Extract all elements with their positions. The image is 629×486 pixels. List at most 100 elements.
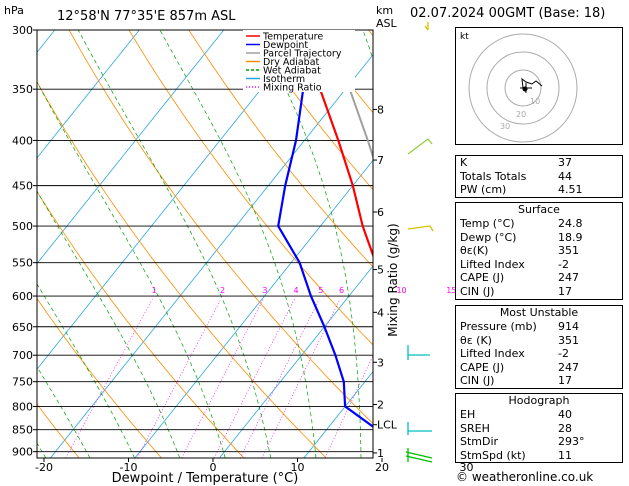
pressure-tick-label: 650 xyxy=(12,321,33,334)
isotherm-line xyxy=(219,265,373,458)
legend-entry: Dewpoint xyxy=(263,40,308,51)
background-lines xyxy=(0,30,373,458)
surface-title: Surface xyxy=(518,203,560,216)
mixing-ratio-line xyxy=(136,299,222,458)
pressure-tick-label: 450 xyxy=(12,180,33,193)
hpa-label: hPa xyxy=(4,4,24,17)
hodograph-unit: kt xyxy=(460,32,469,42)
hodograph-table-box: Hodograph EH 40 SREH 28 StmDir 293° StmSpd … xyxy=(455,393,623,464)
mixing-ratio-line xyxy=(324,354,373,458)
mixing-ratio-line xyxy=(239,299,320,458)
most-unstable-row: θε (K) 351 xyxy=(460,333,579,347)
surface-row: Lifted Index -2 xyxy=(460,257,569,271)
hodograph-trace xyxy=(521,77,543,89)
mixing-ratio-label: 2 xyxy=(220,286,225,295)
isotherm-line xyxy=(134,159,373,458)
wind-barbs xyxy=(405,22,434,463)
dry-adiabat-line xyxy=(37,403,80,458)
index-row-totals: Totals Totals 44 xyxy=(460,169,572,183)
surface-box: Surface Temp (°C) 24.8 Dewp (°C) 18.9 θε(K… xyxy=(455,202,623,300)
hodograph-chart: kt 10 20 30 xyxy=(460,32,578,143)
dry-adiabat-line xyxy=(188,30,373,268)
isotherm-line xyxy=(37,30,225,265)
height-tick-label: 3 xyxy=(377,356,384,369)
wind-barb xyxy=(424,22,429,31)
wind-barb xyxy=(407,345,430,360)
height-axis: 8 7 6 5 4 3 2 LCL 1 xyxy=(373,103,398,460)
location-title: 12°58'N 77°35'E 857m ASL xyxy=(57,9,236,24)
hodograph-row: SREH 28 xyxy=(460,421,572,435)
legend-entry: Temperature xyxy=(262,32,323,43)
credit-text: © weatheronline.co.uk xyxy=(456,470,594,484)
wet-adiabat-line xyxy=(256,30,362,458)
pressure-tick-label: 400 xyxy=(12,134,33,147)
dry-adiabat-line xyxy=(37,190,245,458)
most-unstable-title: Most Unstable xyxy=(499,306,579,319)
height-tick-label: 5 xyxy=(377,264,384,277)
mixing-ratio-line xyxy=(261,299,341,458)
dry-adiabat-line xyxy=(68,30,373,425)
index-row-k: K 37 xyxy=(460,156,572,169)
dry-adiabat-line xyxy=(37,81,327,458)
pressure-tick-label: 900 xyxy=(12,446,33,459)
surface-row: CIN (J) 17 xyxy=(460,284,572,298)
hodograph-ring-30 xyxy=(468,33,578,143)
mixing-ratio-label: 4 xyxy=(294,286,299,295)
legend-entry: Wet Adiabat xyxy=(263,66,321,77)
hodograph-row: EH 40 xyxy=(460,408,572,421)
plot-frame xyxy=(36,29,374,459)
legend-bg xyxy=(243,30,355,92)
height-tick-label: 7 xyxy=(377,154,384,167)
mixing-ratio-axis-title: Mixing Ratio (g/kg) xyxy=(386,223,400,336)
wind-barb xyxy=(407,138,433,155)
wet-adiabat-line xyxy=(37,366,91,458)
pressure-tick-label: 500 xyxy=(12,220,33,233)
most-unstable-row: Pressure (mb) 914 xyxy=(460,320,579,333)
height-tick-label: 2 xyxy=(377,399,384,412)
surface-row: Temp (°C) 24.8 xyxy=(460,217,583,230)
temperature-tick-label: -10 xyxy=(120,461,138,474)
mixing-ratio-label: 10 xyxy=(396,286,406,295)
dewpoint-profile xyxy=(277,72,373,429)
isotherm-line xyxy=(50,54,373,458)
wet-adiabat-line xyxy=(0,30,2,458)
height-tick-label: 6 xyxy=(377,206,384,219)
legend-entry: Isotherm xyxy=(263,74,305,85)
mixing-ratio-label: 3 xyxy=(262,286,267,295)
isotherm-line xyxy=(37,30,140,159)
pressure-tick-label: 850 xyxy=(12,424,33,437)
mixing-ratio-line xyxy=(65,299,153,458)
wind-barb xyxy=(407,225,434,232)
dry-adiabat-line xyxy=(248,30,373,191)
wet-adiabat-line xyxy=(37,81,226,458)
wind-barb xyxy=(407,422,432,435)
pressure-tick-label: 700 xyxy=(12,349,33,362)
height-tick-label: LCL xyxy=(377,419,398,432)
pressure-tick-label: 300 xyxy=(12,24,33,37)
dry-adiabat-line xyxy=(128,30,373,346)
isotherm-line xyxy=(37,30,309,370)
indices-box: K 37 Totals Totals 44 PW (cm) 4.51 xyxy=(455,155,623,198)
hodograph-storm-marker xyxy=(522,86,528,92)
wind-barb xyxy=(405,448,433,463)
hodograph-row: StmSpd (kt) 11 xyxy=(460,448,572,462)
pressure-tick-label: 750 xyxy=(12,376,33,389)
hodograph-ring-label-20: 20 xyxy=(516,110,526,119)
km-label: km xyxy=(376,4,393,17)
isotherm-line xyxy=(303,370,373,458)
legend-entry: Dry Adiabat xyxy=(263,57,320,68)
temperature-tick-label: 10 xyxy=(291,461,305,474)
surface-row: CAPE (J) 247 xyxy=(460,271,579,285)
temperature-profile xyxy=(319,88,373,259)
legend-entry: Mixing Ratio xyxy=(263,83,322,94)
pressure-axis: 300 350 400 450 500 550 600 650 700 750 800 850 900 xyxy=(12,24,37,459)
mixing-ratio-label: 1 xyxy=(152,286,157,295)
height-tick-label: 4 xyxy=(377,306,384,319)
profiles xyxy=(277,72,373,429)
temperature-tick-label: -20 xyxy=(35,461,53,474)
wet-adiabat-line xyxy=(37,283,135,458)
most-unstable-row: CIN (J) 17 xyxy=(460,374,572,388)
pressure-tick-label: 800 xyxy=(12,400,33,413)
temperature-tick-label: 20 xyxy=(375,461,389,474)
